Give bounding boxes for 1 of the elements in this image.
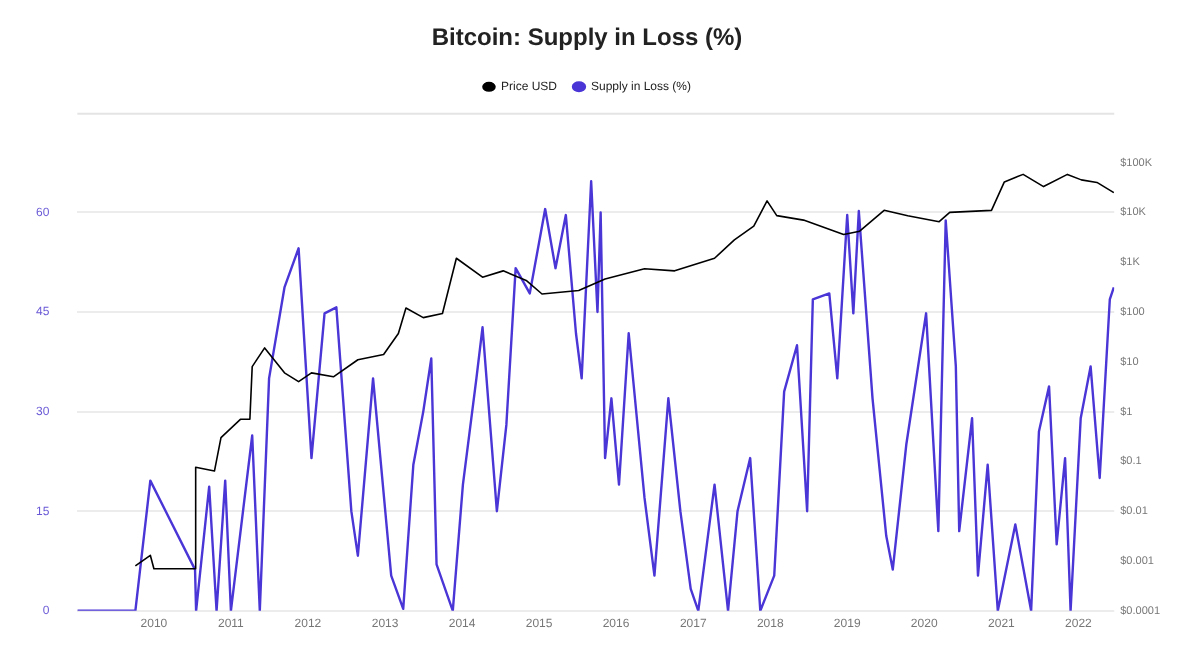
chart-title: Bitcoin: Supply in Loss (%) <box>431 23 743 52</box>
